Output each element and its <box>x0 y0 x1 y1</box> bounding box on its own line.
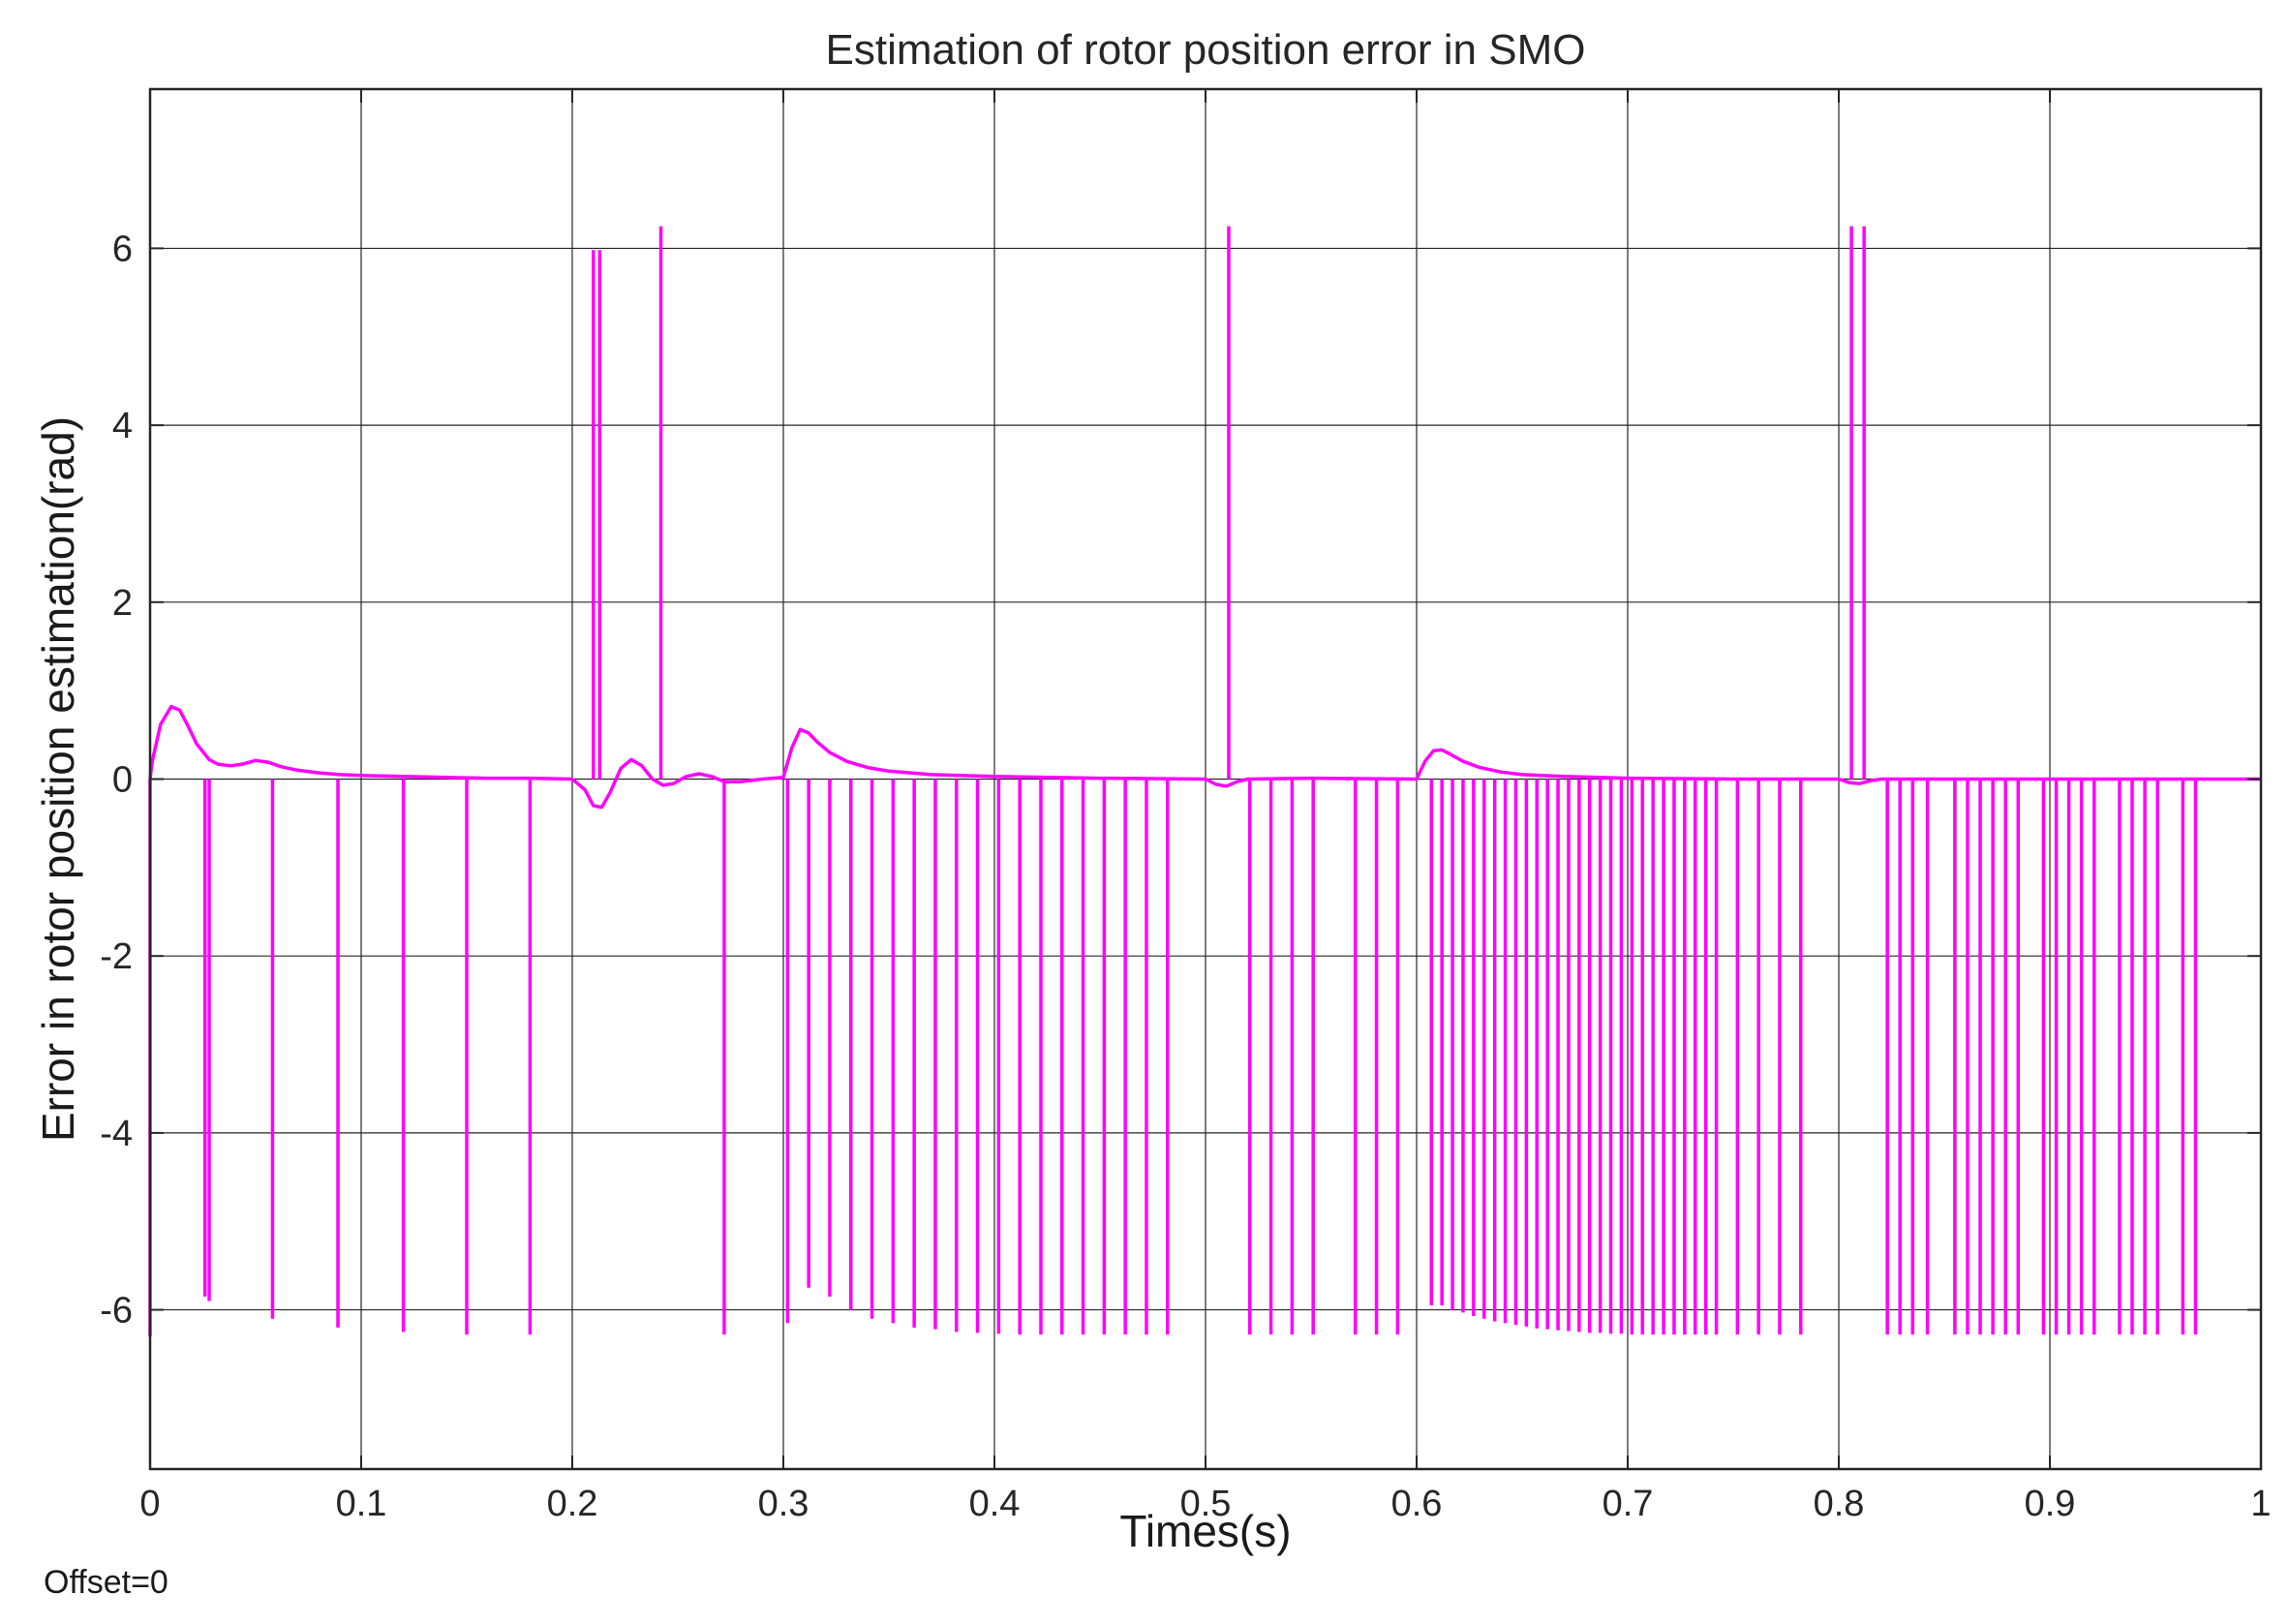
x-tick-label: 0.2 <box>547 1484 598 1524</box>
y-axis-ticks: -6 -4 -2 0 2 4 6 <box>100 229 2261 1332</box>
series-line <box>148 704 2261 810</box>
x-tick-label: 0.5 <box>1180 1484 1232 1524</box>
x-tick-label: 0 <box>139 1484 160 1524</box>
x-tick-label: 0.8 <box>1814 1484 1865 1524</box>
x-axis-label: Times(s) <box>1119 1506 1291 1556</box>
chart-title: Estimation of rotor position error in SM… <box>826 26 1586 74</box>
series-layer <box>148 226 2261 1336</box>
x-axis-ticks: 0 0.1 0.2 0.3 0.4 0.5 0.6 0.7 0.8 0.9 1 <box>139 89 2272 1524</box>
x-tick-label: 0.3 <box>758 1484 809 1524</box>
x-tick-label: 0.1 <box>336 1484 387 1524</box>
x-tick-label: 0.4 <box>969 1484 1021 1524</box>
x-tick-label: 0.7 <box>1603 1484 1654 1524</box>
y-tick-label: -4 <box>100 1114 133 1154</box>
y-tick-label: 6 <box>112 229 133 269</box>
y-tick-label: 0 <box>112 760 133 801</box>
x-tick-label: 1 <box>2250 1484 2271 1524</box>
y-tick-label: -2 <box>100 936 133 977</box>
y-tick-label: 2 <box>112 583 133 624</box>
y-tick-label: -6 <box>100 1291 133 1332</box>
x-tick-label: 0.9 <box>2025 1484 2076 1524</box>
offset-label: Offset=0 <box>44 1564 168 1601</box>
x-tick-label: 0.6 <box>1391 1484 1443 1524</box>
y-tick-label: 4 <box>112 406 133 446</box>
y-axis-label: Error in rotor position estimation(rad) <box>33 416 83 1142</box>
